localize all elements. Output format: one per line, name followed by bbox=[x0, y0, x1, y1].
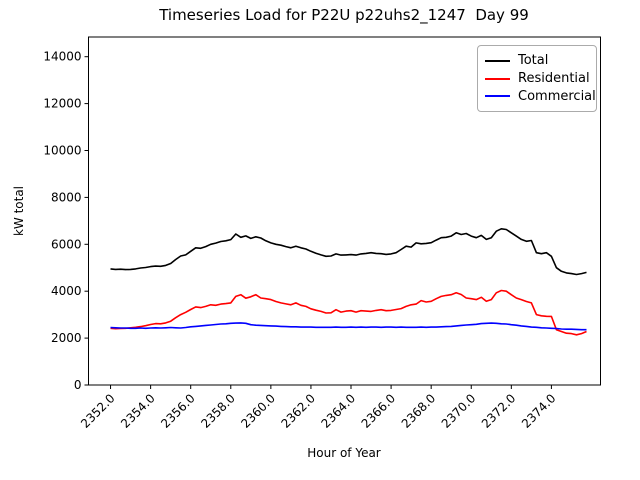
x-tick-label: 2366.0 bbox=[359, 391, 399, 431]
x-tick-label: 2354.0 bbox=[118, 391, 158, 431]
y-tick-label: 12000 bbox=[43, 97, 81, 111]
x-tick-label: 2352.0 bbox=[78, 391, 118, 431]
legend-label: Commercial bbox=[518, 88, 596, 104]
y-tick-label: 8000 bbox=[51, 190, 82, 204]
legend-label: Total bbox=[518, 53, 549, 69]
x-tick-label: 2356.0 bbox=[158, 391, 198, 431]
legend: Total Residential Commercial bbox=[477, 45, 597, 112]
legend-entry-commercial: Commercial bbox=[485, 87, 596, 105]
total-line-swatch-icon bbox=[485, 59, 510, 62]
legend-entry-total: Total bbox=[485, 52, 589, 70]
x-tick-label: 2372.0 bbox=[479, 391, 519, 431]
x-tick-label: 2364.0 bbox=[319, 391, 359, 431]
x-tick-label: 2358.0 bbox=[198, 391, 238, 431]
y-tick-label: 6000 bbox=[51, 237, 82, 251]
series-line-commercial bbox=[110, 322, 587, 331]
commercial-line-swatch-icon bbox=[485, 95, 510, 98]
series-line-residential bbox=[110, 289, 587, 336]
series-line-total bbox=[110, 228, 587, 276]
y-tick-label: 10000 bbox=[43, 143, 81, 157]
y-tick-label: 4000 bbox=[51, 284, 82, 298]
axes-frame bbox=[88, 36, 601, 386]
legend-entry-residential: Residential bbox=[485, 70, 590, 88]
y-tick-label: 0 bbox=[74, 378, 82, 392]
y-tick-label: 2000 bbox=[51, 331, 82, 345]
legend-label: Residential bbox=[518, 71, 590, 86]
x-tick-label: 2362.0 bbox=[278, 391, 318, 431]
x-axis-label: Hour of Year bbox=[307, 446, 381, 460]
chart-title: Timeseries Load for P22U p22uhs2_1247 Da… bbox=[159, 6, 529, 24]
x-tick-label: 2368.0 bbox=[399, 391, 439, 431]
x-tick-label: 2374.0 bbox=[519, 391, 559, 431]
x-tick-label: 2360.0 bbox=[238, 391, 278, 431]
x-tick-label: 2370.0 bbox=[439, 391, 479, 431]
y-tick-label: 14000 bbox=[43, 50, 81, 64]
y-axis-label: kW total bbox=[12, 185, 26, 237]
residential-line-swatch-icon bbox=[485, 77, 510, 80]
